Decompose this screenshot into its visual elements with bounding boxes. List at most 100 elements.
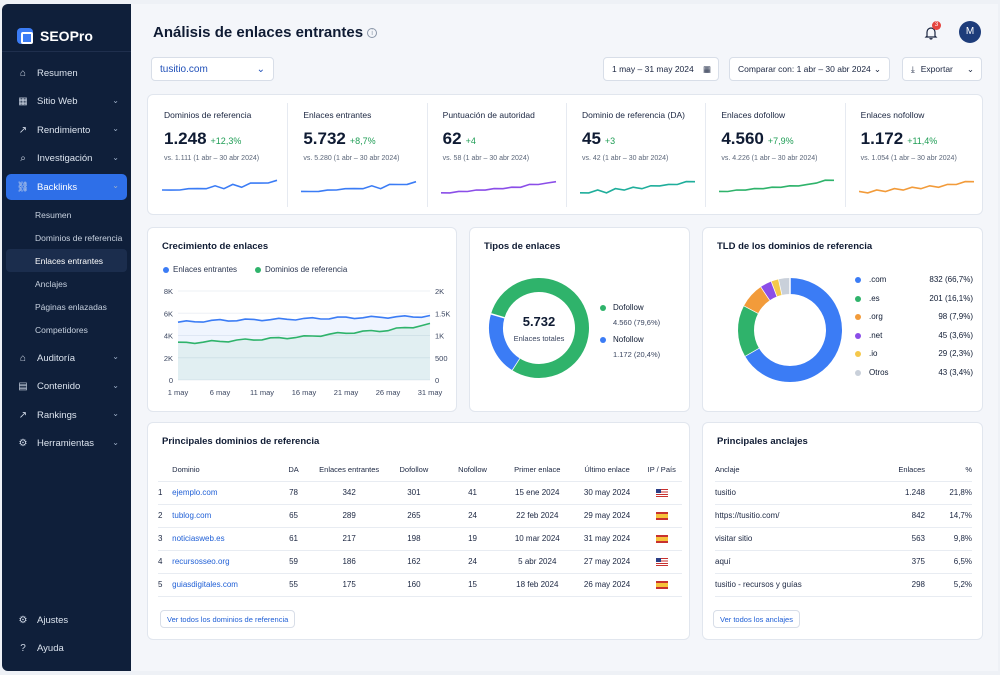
sidebar-item-herramientas[interactable]: ⚙ Herramientas ⌄ — [6, 431, 127, 457]
table-row[interactable]: visitar sitio 563 9,8% — [715, 527, 972, 551]
sidebar-item-investigacion[interactable]: ⌕ Investigación ⌄ — [6, 146, 127, 172]
donut-slice — [489, 313, 520, 371]
sidebar-item-resumen[interactable]: ⌂ Resumen — [6, 60, 127, 86]
kpi-delta: +7,9% — [767, 136, 794, 146]
table-cell-da: 78 — [273, 481, 314, 505]
table-cell-domain[interactable]: guiasdigitales.com — [172, 573, 274, 597]
table-header-cell: Dominio — [172, 459, 274, 482]
table-cell-last: 26 may 2024 — [572, 573, 642, 597]
table-header-row: Anclaje Enlaces% — [715, 459, 972, 482]
table-cell-links: 298 — [865, 573, 925, 597]
table-row[interactable]: 3 noticiasweb.es 61 217 198 19 10 mar 2024 31 m… — [158, 527, 682, 551]
sidebar-item-auditoria[interactable]: ⌂ Auditoría ⌄ — [6, 345, 127, 371]
domain-select[interactable]: tusitio.com ⌄ — [151, 57, 274, 81]
y-tick-left: 8K — [164, 287, 173, 296]
y-tick-right: 0 — [435, 376, 439, 385]
table-row[interactable]: 5 guiasdigitales.com 55 175 160 15 18 feb 2024… — [158, 573, 682, 597]
info-icon[interactable]: i — [367, 28, 378, 38]
sidebar-item-rankings[interactable]: ↗ Rankings ⌄ — [6, 402, 127, 428]
table-cell-domain[interactable]: recursosseo.org — [172, 550, 274, 574]
date-range-picker[interactable]: 1 may – 31 may 2024 ▦ — [603, 57, 719, 81]
kpi-tile[interactable]: Enlaces entrantes 5.732 +8,7% vs. 5.280 (1 … — [287, 95, 426, 215]
table-cell-links: 375 — [865, 550, 925, 574]
legend-dot — [855, 369, 861, 376]
table-row[interactable]: tusitio 1.248 21,8% — [715, 481, 972, 505]
flag-canton — [655, 488, 661, 494]
sidebar-item-ayuda[interactable]: ? Ayuda — [6, 635, 127, 661]
table-row[interactable]: https://tusitio.com/842 14,7% — [715, 504, 972, 528]
sidebar-item-label: Backlinks — [37, 181, 78, 193]
table-header-cell: % — [925, 459, 972, 482]
sparkline-path — [301, 180, 417, 193]
kpi-label: Enlaces nofollow — [860, 110, 925, 120]
legend-value: 45 (3,6%) — [938, 330, 973, 340]
table-cell-links: 289 — [313, 504, 385, 528]
table-row[interactable]: 4 recursosseo.org 59 186 162 24 5 abr 2024 27 m… — [158, 550, 682, 574]
donut-slice — [761, 281, 778, 301]
main-nav: ⌂ Resumen ▦ Sitio Web ⌄ ↗ Rendimiento ⌄ ⌕ Investi… — [6, 60, 127, 459]
compare-select[interactable]: Comparar con: 1 abr – 30 abr 2024 ⌄ — [729, 57, 890, 81]
table-row[interactable]: 1 ejemplo.com 78 342 301 41 15 ene 2024 30 may … — [158, 481, 682, 505]
table-cell-n: 4 — [158, 550, 173, 574]
table-cell-domain[interactable]: noticiasweb.es — [172, 527, 274, 551]
kpi-tile[interactable]: Dominio de referencia (DA) 45 +3 vs. 42 (1 … — [566, 95, 705, 215]
table-row[interactable]: aquí 375 6,5% — [715, 550, 972, 574]
avatar[interactable]: M — [959, 21, 981, 43]
tld-card: TLD de los dominios de referencia .com 83… — [702, 227, 983, 412]
kpi-compare: vs. 1.111 (1 abr – 30 abr 2024) — [164, 155, 260, 162]
view-all-domains-button[interactable]: Ver todos los dominios de referencia — [160, 610, 296, 628]
kpi-divider — [705, 103, 707, 207]
table-row[interactable]: 2 tublog.com 65 289 265 24 22 feb 2024 29 may 2… — [158, 504, 682, 528]
export-button[interactable]: ⤓ Exportar ⌄ — [902, 57, 982, 81]
donut-slice — [744, 286, 771, 314]
flag-canton — [655, 557, 661, 563]
table-cell-domain[interactable]: ejemplo.com — [172, 481, 274, 505]
submenu-item[interactable]: Dominios de referencia — [6, 226, 127, 249]
series-line-enlaces — [177, 314, 431, 323]
submenu-item[interactable]: Enlaces entrantes — [6, 249, 127, 272]
kpi-tile[interactable]: Puntuación de autoridad 62 +4 vs. 58 (1 abr… — [427, 95, 566, 215]
submenu-item-label: Competidores — [35, 324, 88, 335]
kpi-tile[interactable]: Enlaces dofollow 4.560 +7,9% vs. 4.226 (1 a… — [705, 95, 844, 215]
kpi-value: 1.172 +11,4% — [861, 129, 938, 149]
submenu-item[interactable]: Páginas enlazadas — [6, 295, 127, 318]
chevron-down-icon: ⌄ — [256, 63, 265, 75]
x-tick: 26 may — [376, 388, 401, 397]
submenu-item[interactable]: Anclajes — [6, 272, 127, 295]
sidebar-item-ajustes[interactable]: ⚙ Ajustes — [6, 607, 127, 633]
table-cell-first: 18 feb 2024 — [501, 573, 573, 597]
legend-value: 1.172 (20,4%) — [613, 350, 661, 359]
y-tick-right: 1K — [435, 332, 444, 341]
kpi-tile[interactable]: Dominios de referencia 1.248 +12,3% vs. 1.1… — [148, 95, 287, 215]
chevron-down-icon: ⌄ — [112, 380, 119, 390]
kpi-compare: vs. 58 (1 abr – 30 abr 2024) — [442, 155, 530, 162]
y-tick-right: 1.5K — [435, 309, 450, 318]
kpi-value: 45 +3 — [582, 129, 615, 149]
table-header-cell: IP / País — [641, 459, 682, 482]
view-all-anchors-button[interactable]: Ver todos los anclajes — [713, 610, 800, 628]
table-cell-domain[interactable]: tublog.com — [172, 504, 274, 528]
kpi-value-number: 1.172 — [860, 129, 904, 148]
compare-value: Comparar con: 1 abr – 30 abr 2024 — [738, 64, 871, 74]
table-cell-country — [641, 573, 682, 597]
kpi-tile[interactable]: Enlaces nofollow 1.172 +11,4% vs. 1.054 (1 … — [845, 95, 984, 215]
sidebar-item-rendimiento[interactable]: ↗ Rendimiento ⌄ — [6, 117, 127, 143]
sidebar-item-backlinks[interactable]: ⛓ Backlinks ⌄ — [6, 174, 127, 200]
link-types-title: Tipos de enlaces — [484, 241, 561, 252]
legend-value: 29 (2,3%) — [938, 349, 973, 358]
app-logo[interactable]: SEOPro — [2, 4, 131, 52]
x-tick: 16 may — [292, 388, 317, 397]
submenu-item[interactable]: Resumen — [6, 203, 127, 226]
chevron-down-icon: ⌄ — [112, 437, 119, 447]
submenu-item-label: Páginas enlazadas — [35, 301, 107, 312]
sidebar-item-sitio-web[interactable]: ▦ Sitio Web ⌄ — [6, 89, 127, 115]
submenu-item[interactable]: Competidores — [6, 318, 127, 341]
chevron-down-icon: ⌄ — [112, 352, 119, 361]
sidebar-item-contenido[interactable]: ▤ Contenido ⌄ — [6, 374, 127, 400]
page-title: Análisis de enlaces entrantes i — [153, 24, 378, 41]
table-cell-da: 61 — [273, 527, 314, 551]
table-cell-links: 186 — [313, 550, 385, 574]
table-header-cell — [158, 459, 173, 482]
table-row[interactable]: tusitio - recursos y guías 298 5,2% — [715, 573, 972, 597]
sparkline-path — [719, 179, 835, 193]
